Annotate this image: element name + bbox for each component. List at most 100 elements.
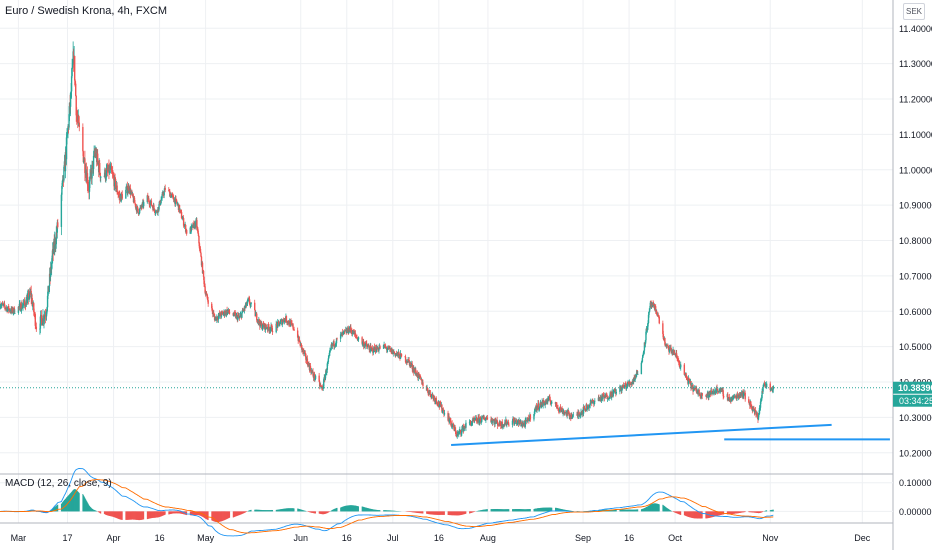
candle-body	[175, 198, 177, 200]
candle-body	[136, 206, 138, 212]
candle-body	[527, 417, 530, 420]
candle-body	[528, 417, 531, 422]
candle-body	[436, 401, 438, 404]
candle-body	[486, 417, 489, 420]
candle-body	[619, 386, 621, 392]
candle-body	[578, 412, 580, 415]
candle-body	[615, 391, 618, 394]
candle-body	[341, 332, 343, 336]
candle-body	[519, 423, 521, 424]
candle-body	[751, 406, 753, 410]
candle-body	[716, 387, 718, 390]
candle-body	[473, 418, 475, 421]
candle-body	[64, 152, 67, 172]
candle-body	[17, 306, 20, 313]
candle-body	[555, 402, 558, 406]
candle-body	[129, 188, 132, 195]
candle-body	[647, 314, 650, 324]
candle-body	[586, 409, 588, 410]
candle-body	[434, 397, 436, 402]
candle-body	[89, 170, 92, 177]
candle-body	[610, 392, 612, 398]
candle-body	[196, 220, 198, 228]
candle-body	[479, 419, 481, 423]
candle-body	[244, 305, 247, 308]
candle-body	[329, 350, 331, 353]
candle-body	[313, 373, 316, 380]
candle-body	[458, 431, 460, 433]
candle-body	[234, 312, 236, 314]
candle-body	[219, 312, 222, 316]
candle-body	[719, 389, 721, 392]
candle-body	[572, 414, 575, 416]
candle-body	[498, 425, 500, 426]
candle-body	[609, 392, 611, 398]
candle-body	[372, 351, 375, 353]
candle-body	[74, 80, 76, 84]
candle-body	[716, 389, 719, 392]
candle-body	[568, 410, 570, 413]
candle-body	[234, 313, 236, 314]
candle-body	[494, 419, 497, 423]
candle-body	[621, 388, 623, 391]
x-tick-label: 16	[434, 533, 444, 543]
candle-body	[70, 91, 72, 93]
candle-body	[648, 312, 650, 315]
candle-body	[204, 286, 206, 293]
candle-body	[579, 414, 581, 417]
candle-body	[507, 421, 510, 425]
candle-body	[516, 422, 518, 425]
candle-body	[395, 353, 397, 356]
candle-body	[116, 192, 119, 194]
candle-body	[690, 381, 692, 388]
candle-body	[191, 225, 193, 227]
y-tick-label: 10.90000	[899, 201, 932, 211]
candle-body	[228, 309, 230, 313]
candle-body	[271, 325, 273, 332]
candle-body	[71, 67, 73, 77]
candle-body	[221, 312, 224, 313]
candle-body	[132, 193, 134, 198]
candle-body	[241, 309, 244, 313]
candle-body	[301, 345, 303, 350]
candle-body	[28, 291, 31, 298]
candle-body	[589, 403, 591, 406]
candle-body	[765, 383, 768, 387]
candle-body	[216, 316, 219, 319]
candle-body	[353, 331, 356, 334]
candle-body	[762, 386, 764, 392]
candle-body	[465, 422, 467, 428]
candle-body	[718, 390, 721, 392]
candle-body	[732, 396, 735, 399]
candle-body	[206, 297, 209, 301]
candle-body	[468, 422, 471, 424]
candle-body	[162, 195, 165, 196]
candle-body	[608, 397, 611, 399]
candle-body	[196, 227, 199, 230]
macd-indicator-label[interactable]: MACD (12, 26, close, 9)	[5, 478, 112, 489]
candle-body	[291, 323, 293, 326]
candle-body	[648, 308, 651, 313]
candle-body	[647, 323, 649, 327]
candle-body	[125, 189, 127, 199]
currency-button[interactable]: SEK	[903, 3, 925, 20]
candle-body	[377, 350, 380, 352]
candle-body	[238, 315, 240, 318]
candle-body	[662, 334, 665, 339]
x-tick-label: Oct	[668, 533, 683, 543]
countdown-badge-bg	[893, 394, 932, 407]
candle-body	[99, 162, 101, 173]
candle-body	[386, 349, 388, 351]
candle-body	[642, 352, 645, 356]
candle-body	[185, 230, 188, 234]
candle-body	[153, 208, 156, 212]
candle-body	[138, 208, 141, 214]
candle-body	[520, 425, 523, 427]
candle-body	[287, 320, 290, 324]
candle-body	[631, 380, 634, 384]
candle-body	[117, 193, 119, 195]
candle-body	[164, 187, 166, 190]
candle-body	[738, 394, 740, 396]
